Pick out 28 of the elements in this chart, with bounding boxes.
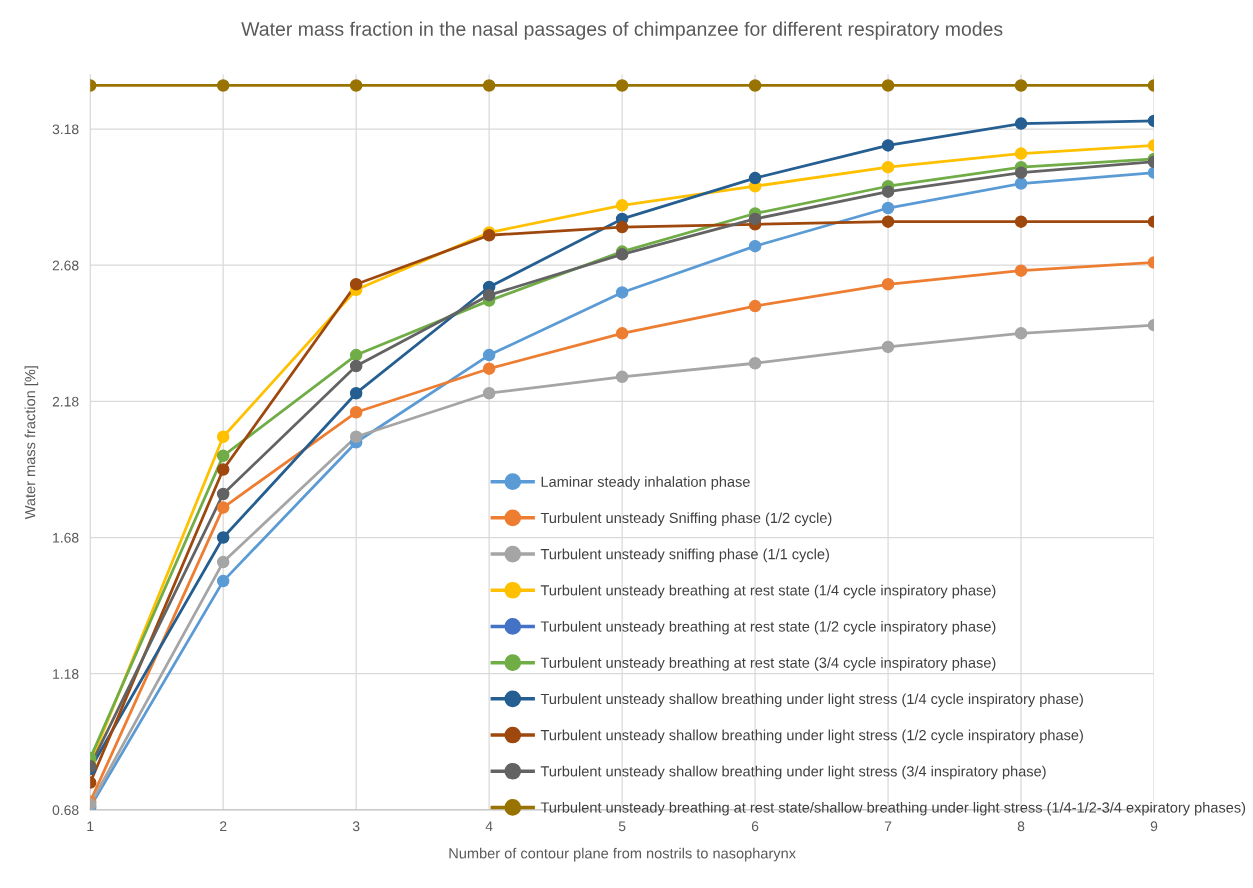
y-tick-label: 1.18 bbox=[53, 669, 79, 679]
x-tick-label: 7 bbox=[884, 821, 892, 832]
x-tick-label: 1 bbox=[87, 821, 94, 832]
y-tick-label: 1.68 bbox=[53, 532, 79, 543]
legend-label: Turbulent unsteady breathing at rest state (1/4 cycle inspiratory phase) bbox=[540, 584, 996, 599]
legend-label: Laminar steady inhalation phase bbox=[541, 476, 750, 490]
legend-label: Turbulent unsteady breathing at rest state (1/2 cycle inspiratory phase) bbox=[540, 620, 996, 635]
x-tick-label: 3 bbox=[352, 821, 360, 832]
y-tick-label: 2.18 bbox=[52, 396, 79, 407]
chart-title: Water mass fraction in the nasal passages of chimpanzee for different respiratory modes bbox=[241, 21, 1003, 40]
y-tick-label: 0.68 bbox=[52, 805, 79, 816]
y-tick-label: 2.68 bbox=[52, 260, 79, 271]
legend-label: Turbulent unsteady sniffing phase (1/1 cycle) bbox=[540, 548, 829, 563]
x-tick-label: 4 bbox=[485, 821, 493, 832]
x-tick-label: 5 bbox=[618, 821, 626, 832]
x-tick-label: 2 bbox=[220, 821, 227, 832]
x-tick-label: 8 bbox=[1017, 821, 1025, 832]
x-axis-title: Number of contour plane from nostrils to nasopharynx bbox=[449, 847, 796, 862]
legend-label: Turbulent unsteady breathing at rest state/shallow breathing under light stress (1/4-1/2-3/4 expiratory phases) bbox=[540, 801, 1246, 816]
legend-label: Turbulent unsteady shallow breathing under light stress (1/2 cycle inspiratory phase) bbox=[540, 729, 1083, 744]
x-tick-label: 9 bbox=[1150, 821, 1158, 832]
legend-label: Turbulent unsteady breathing at rest state (3/4 cycle inspiratory phase) bbox=[540, 657, 996, 671]
legend-label: Turbulent unsteady shallow breathing under light stress (1/4 cycle inspiratory phase) bbox=[540, 693, 1083, 707]
legend-label: Turbulent unsteady shallow breathing under light stress (3/4 inspiratory phase) bbox=[540, 765, 1046, 780]
y-tick-label: 3.18 bbox=[52, 124, 79, 135]
legend-label: Turbulent unsteady Sniffing phase (1/2 cycle) bbox=[540, 512, 832, 526]
x-tick-label: 6 bbox=[751, 821, 759, 832]
y-axis-title: Water mass fraction [%] bbox=[24, 366, 39, 520]
